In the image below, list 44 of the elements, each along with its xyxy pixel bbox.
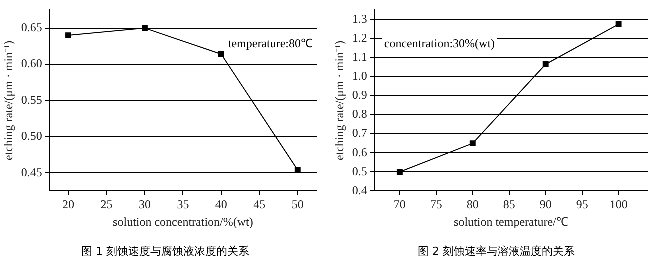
point <box>396 169 403 176</box>
x-tick-label: 75 <box>430 198 442 212</box>
x-tick-label: 90 <box>540 198 552 212</box>
y-tick-label: 1.1 <box>352 50 368 64</box>
point <box>616 22 622 28</box>
y-axis-title: etching rate/(μm · min⁻¹) <box>1 40 16 161</box>
y-tick-label: 0.65 <box>21 20 42 34</box>
x-axis-title: solution concentration/%(wt) <box>113 214 254 229</box>
x-tick-label: 20 <box>62 198 75 212</box>
x-tick-label: 30 <box>138 198 151 212</box>
x-tick-label: 25 <box>100 198 113 212</box>
y-tick-label: 0.9 <box>352 88 368 102</box>
x-tick-label: 95 <box>576 198 588 212</box>
y-tick-label: 0.4 <box>352 183 368 198</box>
y-axis-title: etching rate/(μm · min⁻¹) <box>332 40 346 161</box>
y-tick-label: 0.6 <box>352 145 368 160</box>
point <box>66 32 72 39</box>
y-tick-label: 1.3 <box>352 12 368 26</box>
point <box>542 62 549 68</box>
y-tick-label: 0.7 <box>352 126 368 140</box>
point <box>470 140 476 147</box>
x-axis-title: solution temperature/℃ <box>454 214 568 229</box>
x-tick-label: 40 <box>215 198 228 212</box>
annotation: temperature:80℃ <box>228 36 314 50</box>
y-tick-label: 1.2 <box>352 30 368 45</box>
point <box>218 51 224 58</box>
x-tick-label: 85 <box>503 198 516 212</box>
y-tick-label: 0.55 <box>21 92 42 107</box>
y-tick-label: 0.5 <box>352 164 368 178</box>
y-tick-label: 0.8 <box>352 107 368 122</box>
annotation: concentration:30%(wt) <box>384 36 496 50</box>
x-tick-label: 35 <box>177 198 190 212</box>
y-tick-label: 0.50 <box>21 129 42 144</box>
y-tick-label: 0.45 <box>21 165 42 180</box>
y-tick-label: 0.60 <box>21 56 42 71</box>
x-tick-label: 100 <box>610 198 628 212</box>
text: 图 2 刻蚀速率与溶液温度的关系 <box>417 244 576 259</box>
x-tick-label: 45 <box>254 198 266 212</box>
text: 图 1 刻蚀速度与腐蚀液浓度的关系 <box>80 244 250 259</box>
point <box>142 25 148 32</box>
x-tick-label: 80 <box>466 198 479 212</box>
x-tick-label: 50 <box>292 198 304 212</box>
x-tick-label: 70 <box>394 198 406 212</box>
y-tick-label: 1.0 <box>352 69 368 84</box>
